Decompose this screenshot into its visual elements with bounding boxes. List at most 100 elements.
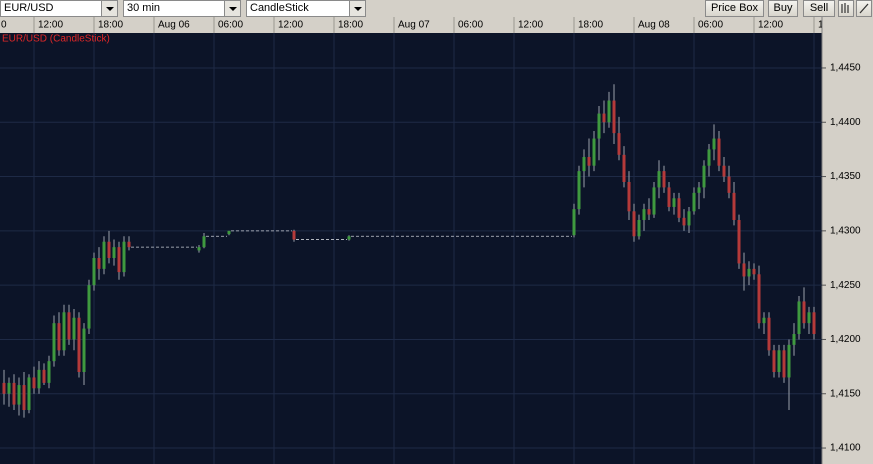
candle-body	[347, 236, 351, 240]
grid: 0 12:00 18:00 Aug 06 06:00 12:00 18:00 Aug 07 06…	[0, 17, 824, 464]
y-tick-label: 1,4200	[830, 334, 861, 345]
candle-body	[127, 241, 131, 248]
y-tick-label: 1,4150	[830, 388, 861, 399]
candle-body	[767, 317, 771, 351]
y-tick-label: 1,4450	[830, 63, 861, 74]
candle-body	[292, 230, 296, 240]
x-tick-label: 1	[818, 20, 824, 31]
x-tick-label: 0	[1, 20, 7, 31]
candle-body	[607, 100, 611, 123]
candle-body	[787, 344, 791, 378]
buy-button[interactable]: Buy	[768, 0, 798, 17]
candle-body	[657, 171, 661, 188]
sell-button[interactable]: Sell	[803, 0, 835, 17]
x-tick-label: 18:00	[578, 20, 603, 31]
candle-body	[92, 258, 96, 286]
toolbar: EUR/USD 30 min CandleStick Price Box Buy…	[0, 0, 873, 17]
candle-body	[702, 165, 706, 188]
candle-body	[807, 312, 811, 324]
x-tick-label: 12:00	[278, 20, 303, 31]
candle-body	[677, 198, 681, 218]
candle-body	[742, 263, 746, 277]
y-tick-label: 1,4250	[830, 280, 861, 291]
candle-body	[712, 138, 716, 150]
candle-body	[772, 350, 776, 373]
candle-body	[627, 181, 631, 212]
y-tick-label: 1,4350	[830, 171, 861, 182]
candle-body	[122, 241, 126, 273]
candle-body	[42, 369, 46, 383]
candle-body	[22, 385, 26, 411]
draw-button[interactable]	[856, 0, 872, 17]
x-tick-label: Aug 08	[638, 20, 670, 31]
candle-body	[672, 198, 676, 207]
candle-body	[632, 211, 636, 237]
x-tick-label: 18:00	[338, 20, 363, 31]
candle-body	[87, 285, 91, 329]
candle-body	[7, 382, 11, 394]
price-axis-bg	[822, 17, 873, 464]
plot-bg	[0, 33, 822, 464]
candle-body	[637, 219, 641, 237]
dropdown-arrow[interactable]	[101, 1, 117, 16]
candle-body	[692, 192, 696, 212]
dropdown-arrow[interactable]	[224, 1, 240, 16]
candle-body	[797, 301, 801, 335]
candle-body	[612, 100, 616, 134]
chart-title: EUR/USD (CandleStick)	[2, 34, 110, 45]
x-tick-label: 12:00	[518, 20, 543, 31]
candle-body	[722, 165, 726, 177]
x-tick-label: 18:00	[98, 20, 123, 31]
candle-body	[17, 385, 21, 405]
candle-body	[737, 219, 741, 264]
dropdown-arrow[interactable]	[349, 1, 365, 16]
candle-body	[67, 312, 71, 340]
candle-body	[592, 138, 596, 166]
candle-body	[682, 217, 686, 226]
interval-select[interactable]: 30 min	[123, 0, 241, 17]
candle-body	[107, 241, 111, 259]
indicator-button[interactable]	[838, 0, 854, 17]
candle-body	[32, 377, 36, 389]
candle-body	[102, 241, 106, 269]
candle-body	[27, 377, 31, 411]
candle-body	[687, 211, 691, 226]
candle-body	[62, 312, 66, 351]
candle-body	[572, 209, 576, 236]
x-tick-label: 06:00	[698, 20, 723, 31]
candle-body	[732, 192, 736, 220]
candle-body	[642, 209, 646, 220]
candle-body	[622, 154, 626, 182]
candle-body	[37, 369, 41, 389]
style: CandleStick	[250, 2, 309, 14]
candle-body	[82, 328, 86, 373]
candle-body	[117, 247, 121, 273]
time-axis-bg	[0, 17, 822, 33]
candle-body	[697, 187, 701, 193]
x-tick-label: 06:00	[458, 20, 483, 31]
candle-body	[652, 187, 656, 215]
candle-body	[802, 301, 806, 324]
interval: 30 min	[127, 2, 161, 14]
candles	[2, 84, 816, 418]
candle-body	[752, 268, 756, 275]
candle-body	[197, 247, 201, 251]
candle-body	[2, 382, 6, 394]
candle-body	[747, 268, 751, 277]
x-tick-label: Aug 07	[398, 20, 430, 31]
candle-body	[782, 350, 786, 378]
style-select[interactable]: CandleStick	[246, 0, 366, 17]
symbol-select[interactable]: EUR/USD	[0, 0, 118, 17]
candle-body	[717, 138, 721, 166]
candle-body	[597, 113, 601, 139]
candle-body	[12, 382, 16, 405]
candle-body	[762, 317, 766, 324]
price-box-button[interactable]: Price Box	[705, 0, 764, 17]
x-tick-label: Aug 06	[158, 20, 190, 31]
candle-body	[52, 323, 56, 362]
candle-body	[707, 149, 711, 166]
chart: 0 12:00 18:00 Aug 06 06:00 12:00 18:00 Aug 07 06…	[0, 17, 873, 464]
candle-body	[587, 157, 591, 166]
symbol: EUR/USD	[4, 2, 54, 14]
candle-body	[617, 133, 621, 155]
